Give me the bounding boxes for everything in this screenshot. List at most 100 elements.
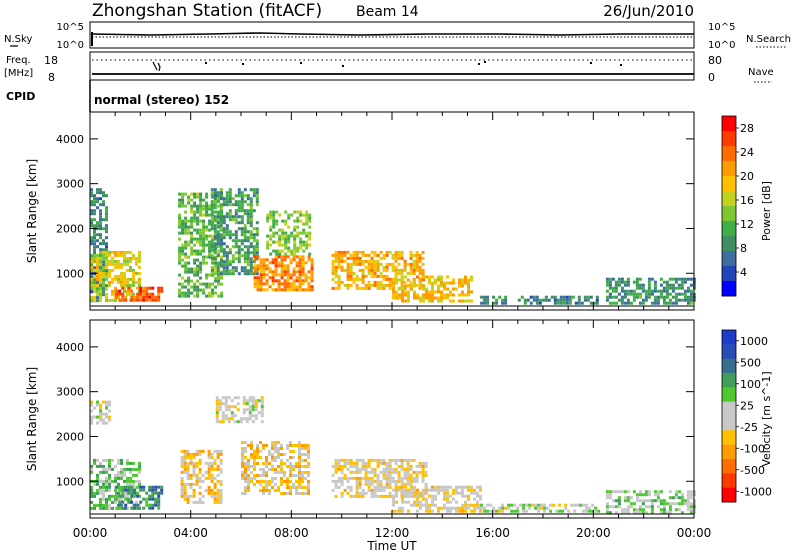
- data-cell: [614, 286, 618, 290]
- data-cell: [437, 296, 440, 300]
- data-cell: [139, 286, 143, 290]
- data-cell: [105, 259, 108, 263]
- data-cell: [403, 268, 407, 272]
- velocity-colorbar-label-text: Velocity [m s^-1]: [760, 371, 773, 466]
- data-cell: [186, 476, 190, 480]
- data-cell: [181, 258, 185, 262]
- data-cell: [431, 488, 434, 492]
- data-cell: [373, 479, 377, 483]
- data-cell: [208, 246, 212, 250]
- data-cell: [271, 468, 274, 471]
- data-cell: [392, 296, 395, 300]
- colorbar-segment: [722, 401, 736, 417]
- data-cell: [623, 496, 627, 500]
- data-cell: [201, 473, 205, 477]
- data-cell: [208, 252, 212, 256]
- data-cell: [407, 509, 410, 513]
- x-tick-label: 12:00: [375, 526, 410, 540]
- data-cell: [151, 503, 155, 507]
- data-cell: [406, 473, 410, 477]
- data-cell: [467, 284, 470, 288]
- data-cell: [181, 294, 185, 298]
- data-cell: [105, 250, 108, 254]
- data-cell: [519, 503, 523, 507]
- data-cell: [90, 494, 93, 498]
- data-cell: [373, 259, 377, 263]
- data-cell: [653, 490, 657, 494]
- data-cell: [117, 259, 120, 263]
- data-cell: [349, 461, 353, 465]
- data-cell: [301, 453, 304, 456]
- data-cell: [668, 292, 672, 296]
- data-cell: [205, 192, 209, 196]
- data-cell: [262, 462, 265, 465]
- data-region: [90, 400, 111, 425]
- data-cell: [401, 509, 404, 513]
- data-cell: [543, 509, 547, 513]
- data-cell: [216, 245, 220, 249]
- data-cell: [249, 206, 253, 210]
- data-cell: [293, 252, 297, 256]
- data-cell: [376, 253, 380, 257]
- data-cell: [367, 461, 371, 465]
- data-cell: [418, 259, 422, 263]
- data-cell: [689, 505, 693, 509]
- data-cell: [120, 497, 123, 501]
- data-cell: [391, 479, 395, 483]
- data-cell: [192, 494, 196, 498]
- data-cell: [650, 502, 654, 506]
- data-cell: [376, 479, 380, 483]
- data-cell: [196, 228, 200, 232]
- data-cell: [367, 253, 371, 257]
- data-cell: [394, 253, 398, 257]
- data-cell: [305, 219, 309, 223]
- data-cell: [367, 286, 371, 290]
- data-cell: [108, 259, 111, 263]
- data-cell: [355, 277, 359, 281]
- colorbar-tick-label: 8: [740, 242, 747, 255]
- data-cell: [349, 277, 353, 281]
- data-cell: [292, 288, 296, 292]
- data-cell: [190, 249, 194, 253]
- data-cell: [240, 203, 244, 207]
- data-cell: [464, 503, 467, 507]
- data-cell: [278, 234, 282, 238]
- data-cell: [370, 470, 374, 474]
- data-cell: [240, 221, 244, 225]
- data-cell: [127, 485, 131, 489]
- data-cell: [431, 509, 434, 513]
- data-cell: [108, 503, 111, 507]
- data-cell: [251, 414, 255, 418]
- data-cell: [425, 275, 428, 279]
- data-cell: [611, 295, 615, 299]
- data-cell: [662, 280, 666, 284]
- data-cell: [246, 260, 250, 264]
- data-cell: [219, 449, 223, 453]
- data-cell: [219, 239, 223, 243]
- data-cell: [246, 236, 250, 240]
- data-cell: [187, 195, 191, 199]
- data-cell: [638, 277, 642, 281]
- data-cell: [361, 464, 365, 468]
- data-cell: [271, 486, 274, 489]
- data-cell: [507, 503, 511, 507]
- data-cell: [265, 471, 268, 474]
- data-cell: [202, 228, 206, 232]
- data-cell: [425, 290, 428, 294]
- data-cell: [243, 194, 247, 198]
- data-cell: [680, 292, 684, 296]
- data-cell: [373, 283, 377, 287]
- data-cell: [240, 194, 244, 198]
- data-cell: [559, 295, 563, 299]
- data-cell: [228, 188, 232, 192]
- data-cell: [241, 456, 244, 459]
- data-cell: [277, 489, 280, 492]
- data-cell: [617, 280, 621, 284]
- data-cell: [93, 194, 96, 198]
- data-cell: [421, 476, 425, 480]
- data-cell: [178, 273, 182, 277]
- data-cell: [184, 255, 188, 259]
- data-cell: [108, 280, 111, 284]
- data-cell: [181, 243, 185, 247]
